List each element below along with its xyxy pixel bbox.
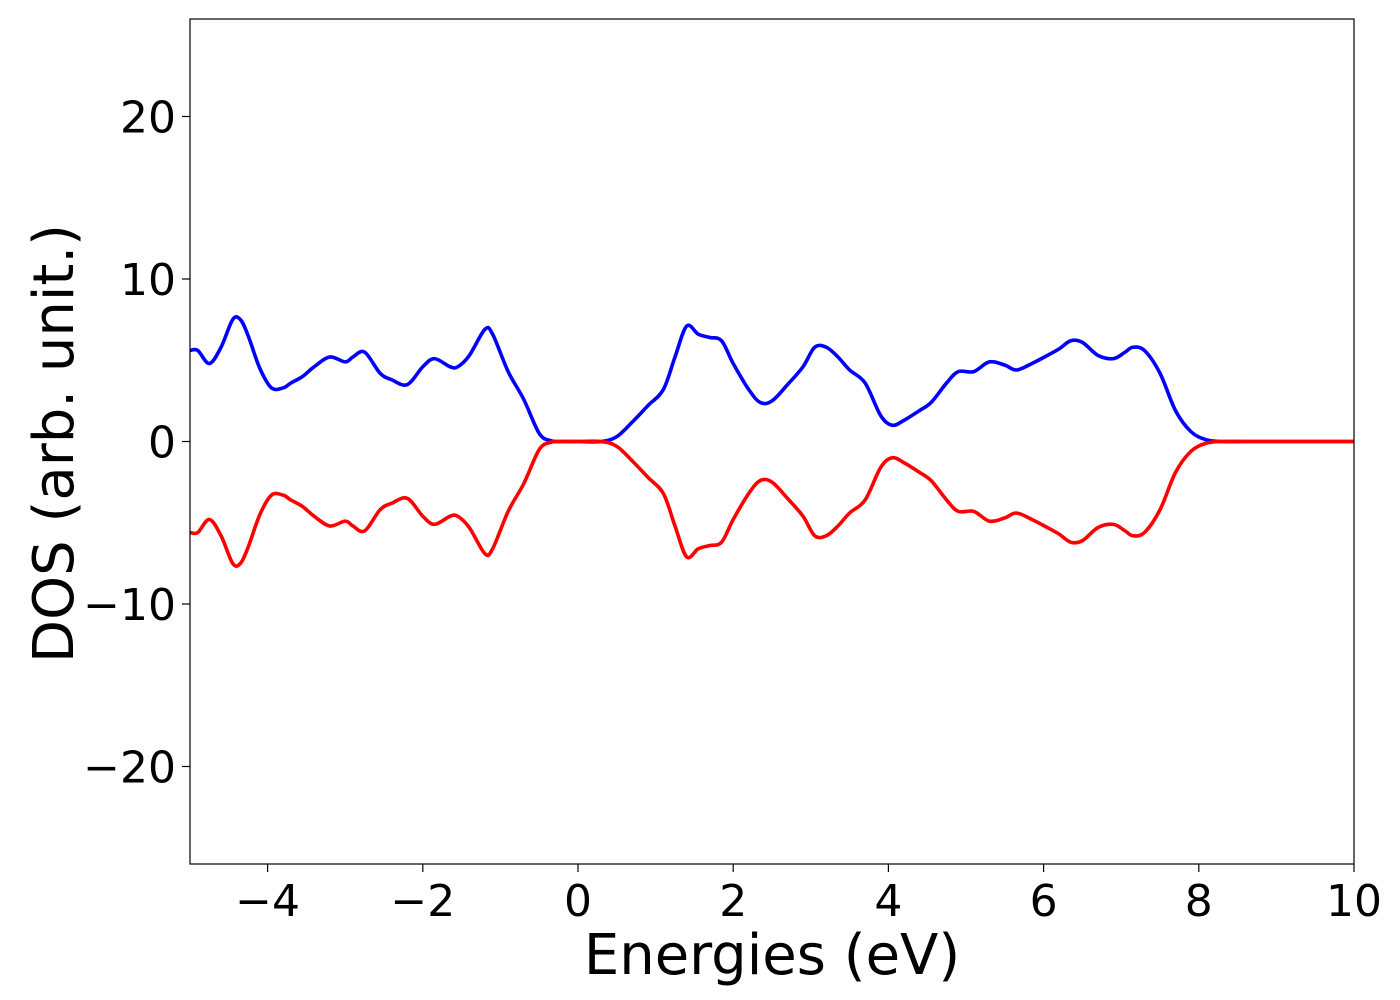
x-tick-label: 0	[564, 876, 592, 927]
x-tick-label: 4	[874, 876, 902, 927]
x-tick-label: 10	[1326, 876, 1382, 927]
y-tick-label: 10	[120, 255, 176, 306]
series-line-2	[190, 439, 1354, 568]
x-tick-label: 2	[719, 876, 747, 927]
x-tick-label: −4	[235, 876, 300, 927]
y-axis: 20 10 0 −10 −20	[83, 93, 190, 794]
x-axis: −4 −2 0 2 4 6 8 10	[235, 864, 1382, 927]
y-tick-label: 0	[148, 418, 176, 469]
y-axis-title: DOS (arb. unit.)	[22, 224, 87, 663]
x-tick-label: 6	[1030, 876, 1058, 927]
series-line-1	[190, 315, 1354, 444]
y-tick-label: 20	[120, 93, 176, 144]
y-tick-label: −10	[83, 580, 176, 631]
y-tick-label: −20	[83, 743, 176, 794]
x-tick-label: 8	[1185, 876, 1213, 927]
x-tick-label: −2	[390, 876, 455, 927]
x-axis-title: Energies (eV)	[584, 923, 960, 988]
series-layer	[190, 315, 1354, 568]
